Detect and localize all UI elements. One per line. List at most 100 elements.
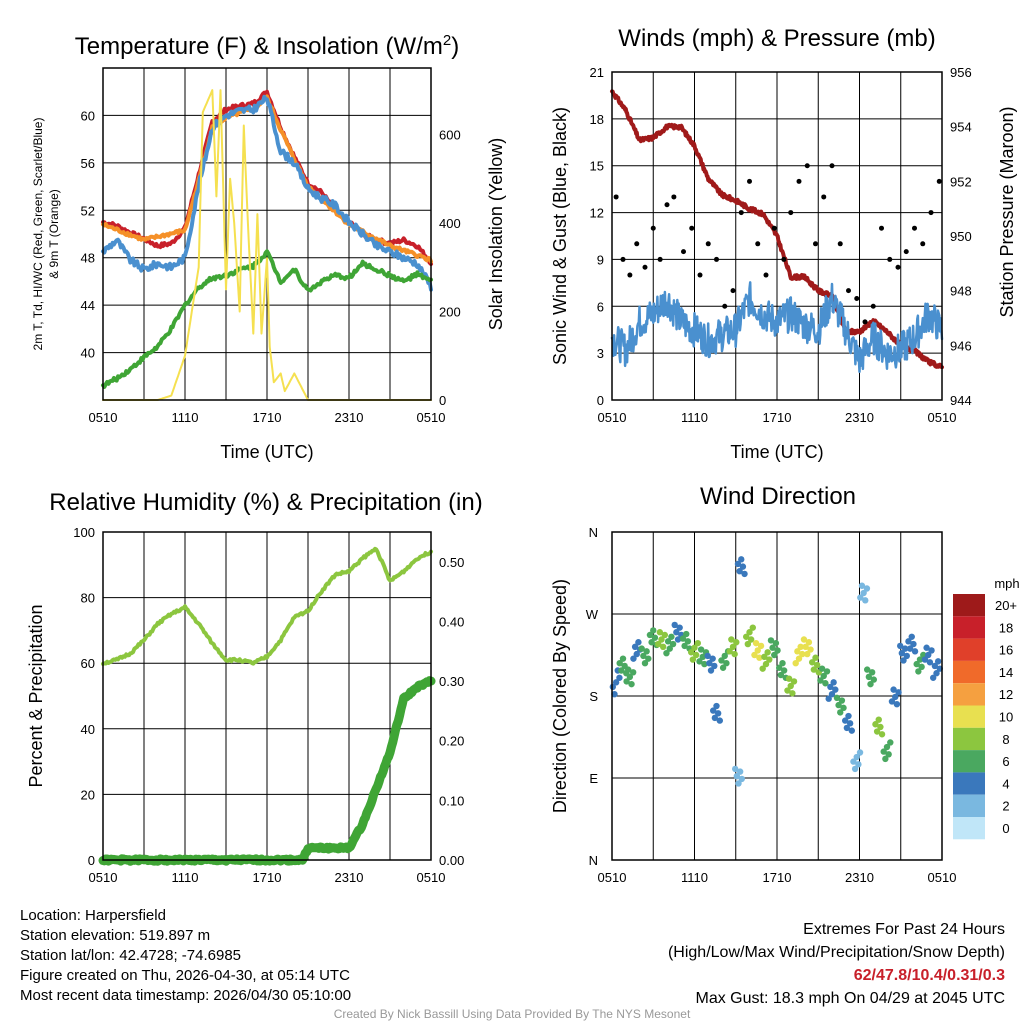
y-tick-label: 52 xyxy=(81,203,95,218)
extremes-block: Extremes For Past 24 Hours (High/Low/Max… xyxy=(668,918,1005,1010)
direction-point xyxy=(934,658,942,665)
direction-point xyxy=(921,656,929,663)
direction-point xyxy=(691,644,698,651)
direction-point xyxy=(735,780,742,787)
direction-point xyxy=(903,652,910,660)
gust-point xyxy=(804,163,810,169)
direction-point xyxy=(666,645,673,652)
gust-point xyxy=(837,241,843,247)
y2-tick-label: 0.40 xyxy=(439,614,464,629)
y2-tick-label: 0.30 xyxy=(439,674,464,689)
direction-point xyxy=(736,567,743,575)
legend-swatch xyxy=(953,727,985,751)
legend-swatch xyxy=(953,705,985,728)
direction-point xyxy=(864,666,871,673)
y2-tick-label: 0.00 xyxy=(439,853,464,868)
direction-point xyxy=(710,707,717,714)
direction-point xyxy=(751,651,758,659)
y-tick-label: 60 xyxy=(81,656,95,671)
legend-label: 20+ xyxy=(995,598,1017,613)
y-tick-label: S xyxy=(589,689,598,704)
legend-label: 16 xyxy=(999,643,1013,658)
y2-tick-label: 600 xyxy=(439,127,461,142)
direction-point xyxy=(797,643,804,650)
y2-tick-label: 0.10 xyxy=(439,793,464,808)
series-blue xyxy=(610,281,944,374)
y-tick-label: 21 xyxy=(590,65,604,80)
direction-point xyxy=(738,556,745,563)
extremes-subtitle: (High/Low/Max Wind/Precipitation/Snow De… xyxy=(667,944,1005,961)
direction-point xyxy=(878,731,886,738)
direction-point xyxy=(877,723,884,731)
legend-label: 18 xyxy=(999,620,1013,635)
direction-point xyxy=(646,631,654,639)
y-tick-label: 100 xyxy=(73,525,95,540)
gust-point xyxy=(613,194,619,200)
gust-point xyxy=(781,256,787,262)
x-tick-label: 0510 xyxy=(417,410,446,425)
direction-point xyxy=(733,772,741,780)
legend-label: 8 xyxy=(1002,732,1009,747)
direction-point xyxy=(616,660,623,667)
direction-point xyxy=(908,633,915,640)
direction-point xyxy=(713,702,720,710)
y-axis-label: Sonic Wind & Gust (Blue, Black) xyxy=(550,107,570,365)
y2-tick-label: 200 xyxy=(439,304,461,319)
direction-point xyxy=(701,660,708,668)
y-tick-label: 40 xyxy=(81,346,95,361)
x-tick-label: 1110 xyxy=(681,870,708,885)
y2-tick-label: 0.20 xyxy=(439,734,464,749)
legend-label: 2 xyxy=(1002,799,1009,814)
station-location: Location: Harpersfield xyxy=(20,907,166,924)
direction-point xyxy=(807,646,814,653)
direction-point xyxy=(792,660,799,667)
gust-point xyxy=(697,272,703,278)
direction-point xyxy=(860,589,867,597)
direction-point xyxy=(901,645,909,652)
direction-point xyxy=(865,673,873,681)
direction-point xyxy=(769,644,776,651)
x-tick-label: 0510 xyxy=(417,870,446,885)
extremes-title: Extremes For Past 24 Hours xyxy=(803,921,1005,938)
series-lightgreen xyxy=(101,546,433,666)
gust-point xyxy=(895,264,901,270)
x-tick-label: 1110 xyxy=(681,410,708,425)
legend-swatch xyxy=(953,594,985,617)
direction-point xyxy=(671,621,678,629)
gust-point xyxy=(664,202,670,208)
direction-point xyxy=(619,655,627,662)
direction-point xyxy=(630,655,637,662)
direction-point xyxy=(837,709,844,716)
gust-point xyxy=(722,303,728,309)
legend-label: 14 xyxy=(999,665,1013,680)
direction-point xyxy=(645,655,652,662)
direction-point xyxy=(663,649,670,657)
gust-point xyxy=(650,225,656,231)
direction-point xyxy=(635,639,642,646)
y2-tick-label: 948 xyxy=(950,284,972,299)
series-orange xyxy=(101,94,433,264)
gust-point xyxy=(903,249,909,255)
direction-point xyxy=(699,653,706,661)
direction-point xyxy=(679,635,687,642)
y-tick-label: 40 xyxy=(81,722,95,737)
direction-point xyxy=(833,694,841,702)
y-tick-label: 6 xyxy=(597,299,604,314)
x-axis-label: Time (UTC) xyxy=(730,442,823,462)
direction-point xyxy=(761,653,768,661)
legend-label: 0 xyxy=(1002,821,1009,836)
direction-point xyxy=(830,679,837,686)
x-tick-label: 0510 xyxy=(928,410,957,425)
direction-point xyxy=(867,680,874,688)
direction-point xyxy=(719,664,727,671)
direction-point xyxy=(659,643,667,650)
gust-point xyxy=(689,225,695,231)
direction-point xyxy=(923,644,930,651)
speed-legend xyxy=(953,594,985,840)
direction-point xyxy=(772,639,780,647)
direction-point xyxy=(813,661,821,669)
direction-point xyxy=(692,651,700,659)
direction-point xyxy=(658,636,665,643)
gust-point xyxy=(755,241,761,247)
direction-point xyxy=(771,651,778,659)
